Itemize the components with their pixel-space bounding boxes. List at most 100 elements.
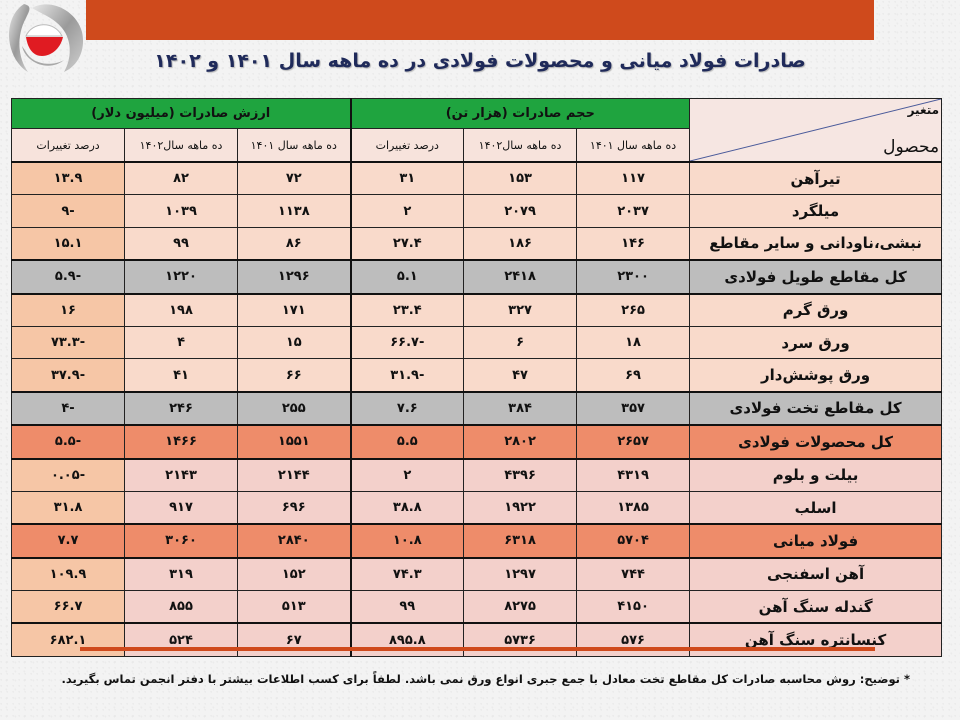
product-cell: آهن اسفنجی — [689, 556, 943, 592]
val-1402-cell: ۲۴۶ — [124, 390, 239, 426]
vol-1402-header: ده ماهه سال۱۴۰۲ — [463, 128, 578, 163]
val-pct-header: درصد تغییرات — [10, 128, 126, 163]
volume-group-header: حجم صادرات (هزار تن) — [349, 98, 691, 129]
vol-pct-cell: ۲۳.۴ — [349, 292, 465, 327]
val-pct-cell: ۱۳.۹ — [10, 161, 126, 196]
val-pct-cell: ۶۸۲.۱ — [10, 622, 126, 657]
val-1402-cell: ۹۹ — [124, 226, 239, 261]
val-1401-cell: ۱۱۳۸ — [237, 194, 352, 228]
product-cell: کل مقاطع تخت فولادی — [689, 390, 943, 426]
product-cell: تیرآهن — [689, 161, 943, 196]
vol-1401-cell: ۵۷۶ — [576, 622, 691, 657]
vol-1401-cell: ۴۳۱۹ — [576, 457, 691, 492]
vol-pct-cell: ۲ — [349, 457, 465, 492]
table-row: کنسانتره سنگ آهن ۵۷۶ ۵۷۳۶ ۸۹۵.۸ ۶۷ ۵۲۴ ۶… — [10, 622, 943, 657]
val-pct-cell: -۰.۰۵ — [10, 457, 126, 492]
val-1402-cell: ۵۲۴ — [124, 622, 239, 657]
val-1402-cell: ۱۰۳۹ — [124, 194, 239, 228]
val-pct-cell: -۵.۹ — [10, 259, 126, 295]
table-row: تیرآهن ۱۱۷ ۱۵۳ ۳۱ ۷۲ ۸۲ ۱۳.۹ — [10, 161, 943, 196]
val-1401-cell: ۲۸۴۰ — [237, 523, 352, 559]
val-1401-cell: ۱۵ — [237, 325, 352, 360]
val-pct-cell: -۵.۵ — [10, 424, 126, 460]
product-cell: فولاد میانی — [689, 523, 943, 559]
table-row-subtotal: کل مقاطع تخت فولادی ۳۵۷ ۳۸۴ ۷.۶ ۲۵۵ ۲۴۶ … — [10, 390, 943, 426]
table-row-subtotal: کل مقاطع طویل فولادی ۲۳۰۰ ۲۴۱۸ ۵.۱ ۱۲۹۶ … — [10, 259, 943, 295]
vol-1401-cell: ۲۳۰۰ — [576, 259, 691, 295]
product-cell: بیلت و بلوم — [689, 457, 943, 492]
association-logo-icon — [2, 0, 84, 74]
val-1401-cell: ۱۵۵۱ — [237, 424, 352, 460]
product-cell: گندله سنگ آهن — [689, 590, 943, 624]
footer-bar — [80, 647, 875, 651]
page-title: صادرات فولاد میانی و محصولات فولادی در د… — [154, 50, 806, 72]
vol-pct-cell: ۳۸.۸ — [349, 490, 465, 525]
variable-label: متغیر — [907, 103, 940, 117]
vol-1402-cell: ۱۹۲۲ — [463, 490, 578, 525]
val-pct-cell: ۱۶ — [10, 292, 126, 327]
product-cell: ورق پوشش‌دار — [689, 358, 943, 393]
val-pct-cell: ۱۵.۱ — [10, 226, 126, 261]
vol-pct-cell: ۸۹۵.۸ — [349, 622, 465, 657]
vol-1402-cell: ۳۸۴ — [463, 390, 578, 426]
product-cell: کل محصولات فولادی — [689, 424, 943, 460]
vol-pct-cell: ۷۴.۳ — [349, 556, 465, 592]
vol-1402-cell: ۲۰۷۹ — [463, 194, 578, 228]
table-row: ورق گرم ۲۶۵ ۳۲۷ ۲۳.۴ ۱۷۱ ۱۹۸ ۱۶ — [10, 292, 943, 327]
vol-pct-cell: -۶۶.۷ — [349, 325, 465, 360]
vol-pct-cell: ۳۱ — [349, 161, 465, 196]
val-1402-cell: ۴ — [124, 325, 239, 360]
vol-1402-cell: ۱۵۳ — [463, 161, 578, 196]
vol-1401-cell: ۱۸ — [576, 325, 691, 360]
val-1402-cell: ۸۵۵ — [124, 590, 239, 624]
val-1402-cell: ۲۱۴۳ — [124, 457, 239, 492]
val-pct-cell: -۳۷.۹ — [10, 358, 126, 393]
vol-pct-cell: ۲۷.۴ — [349, 226, 465, 261]
vol-pct-cell: ۵.۱ — [349, 259, 465, 295]
val-1402-header: ده ماهه سال۱۴۰۲ — [124, 128, 239, 163]
vol-1402-cell: ۵۷۳۶ — [463, 622, 578, 657]
table-row: ورق پوشش‌دار ۶۹ ۴۷ -۳۱.۹ ۶۶ ۴۱ -۳۷.۹ — [10, 358, 943, 393]
vol-pct-cell: ۵.۵ — [349, 424, 465, 460]
product-cell: کل مقاطع طویل فولادی — [689, 259, 943, 295]
val-1402-cell: ۱۴۶۶ — [124, 424, 239, 460]
product-cell: کنسانتره سنگ آهن — [689, 622, 943, 657]
val-1401-cell: ۱۷۱ — [237, 292, 352, 327]
val-1402-cell: ۴۱ — [124, 358, 239, 393]
vol-1401-cell: ۱۴۶ — [576, 226, 691, 261]
val-pct-cell: ۱۰۹.۹ — [10, 556, 126, 592]
vol-1401-cell: ۱۳۸۵ — [576, 490, 691, 525]
val-1401-cell: ۶۶ — [237, 358, 352, 393]
vol-1402-cell: ۱۸۶ — [463, 226, 578, 261]
vol-1401-cell: ۴۱۵۰ — [576, 590, 691, 624]
val-pct-cell: ۷.۷ — [10, 523, 126, 559]
table-row: بیلت و بلوم ۴۳۱۹ ۴۳۹۶ ۲ ۲۱۴۴ ۲۱۴۳ -۰.۰۵ — [10, 457, 943, 492]
table-row: گندله سنگ آهن ۴۱۵۰ ۸۲۷۵ ۹۹ ۵۱۳ ۸۵۵ ۶۶.۷ — [10, 590, 943, 624]
vol-1401-cell: ۳۵۷ — [576, 390, 691, 426]
val-1401-cell: ۵۱۳ — [237, 590, 352, 624]
val-pct-cell: ۶۶.۷ — [10, 590, 126, 624]
val-pct-cell: -۴ — [10, 390, 126, 426]
vol-1401-cell: ۱۱۷ — [576, 161, 691, 196]
table-row: نبشی،ناودانی و سایر مقاطع ۱۴۶ ۱۸۶ ۲۷.۴ ۸… — [10, 226, 943, 261]
header-bar — [86, 0, 874, 40]
vol-1401-header: ده ماهه سال ۱۴۰۱ — [576, 128, 691, 163]
table-row-total: فولاد میانی ۵۷۰۴ ۶۳۱۸ ۱۰.۸ ۲۸۴۰ ۳۰۶۰ ۷.۷ — [10, 523, 943, 559]
table-row: میلگرد ۲۰۳۷ ۲۰۷۹ ۲ ۱۱۳۸ ۱۰۳۹ -۹ — [10, 194, 943, 228]
vol-1401-cell: ۲۰۳۷ — [576, 194, 691, 228]
val-1402-cell: ۳۱۹ — [124, 556, 239, 592]
table-row: آهن اسفنجی ۷۴۴ ۱۲۹۷ ۷۴.۳ ۱۵۲ ۳۱۹ ۱۰۹.۹ — [10, 556, 943, 592]
vol-1401-cell: ۲۶۵۷ — [576, 424, 691, 460]
steel-exports-table: متغیر محصول حجم صادرات (هزار تن) ارزش صا… — [10, 98, 943, 657]
table-row: ورق سرد ۱۸ ۶ -۶۶.۷ ۱۵ ۴ -۷۳.۳ — [10, 325, 943, 360]
vol-1402-cell: ۱۲۹۷ — [463, 556, 578, 592]
vol-1402-cell: ۶ — [463, 325, 578, 360]
product-label: محصول — [883, 137, 940, 157]
val-1401-cell: ۸۶ — [237, 226, 352, 261]
product-cell: نبشی،ناودانی و سایر مقاطع — [689, 226, 943, 261]
vol-1402-cell: ۸۲۷۵ — [463, 590, 578, 624]
footnote: * توضیح: روش محاسبه صادرات کل مقاطع تخت … — [61, 672, 910, 686]
vol-pct-cell: ۷.۶ — [349, 390, 465, 426]
val-1401-cell: ۱۵۲ — [237, 556, 352, 592]
vol-1401-cell: ۲۶۵ — [576, 292, 691, 327]
